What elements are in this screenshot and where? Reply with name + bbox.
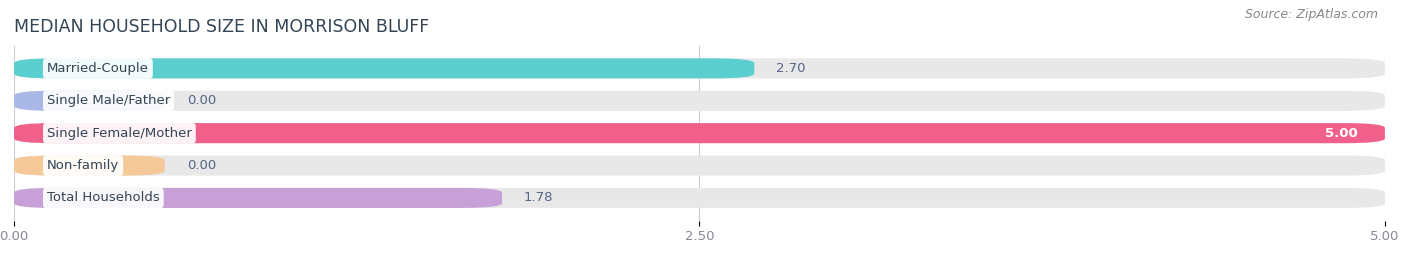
FancyBboxPatch shape	[14, 155, 1385, 176]
Text: Source: ZipAtlas.com: Source: ZipAtlas.com	[1244, 8, 1378, 21]
Text: Single Male/Father: Single Male/Father	[46, 94, 170, 107]
Text: MEDIAN HOUSEHOLD SIZE IN MORRISON BLUFF: MEDIAN HOUSEHOLD SIZE IN MORRISON BLUFF	[14, 18, 429, 36]
Text: 0.00: 0.00	[187, 159, 217, 172]
FancyBboxPatch shape	[14, 188, 502, 208]
Text: 2.70: 2.70	[776, 62, 806, 75]
FancyBboxPatch shape	[14, 91, 165, 111]
Text: Married-Couple: Married-Couple	[46, 62, 149, 75]
Text: Single Female/Mother: Single Female/Mother	[46, 127, 191, 140]
FancyBboxPatch shape	[14, 155, 165, 176]
FancyBboxPatch shape	[14, 58, 755, 79]
Text: Total Households: Total Households	[46, 192, 160, 204]
FancyBboxPatch shape	[14, 123, 1385, 143]
Text: 0.00: 0.00	[187, 94, 217, 107]
Text: 1.78: 1.78	[524, 192, 554, 204]
FancyBboxPatch shape	[14, 58, 1385, 79]
Text: Non-family: Non-family	[46, 159, 120, 172]
FancyBboxPatch shape	[14, 123, 1385, 143]
FancyBboxPatch shape	[14, 188, 1385, 208]
FancyBboxPatch shape	[14, 91, 1385, 111]
Text: 5.00: 5.00	[1324, 127, 1358, 140]
